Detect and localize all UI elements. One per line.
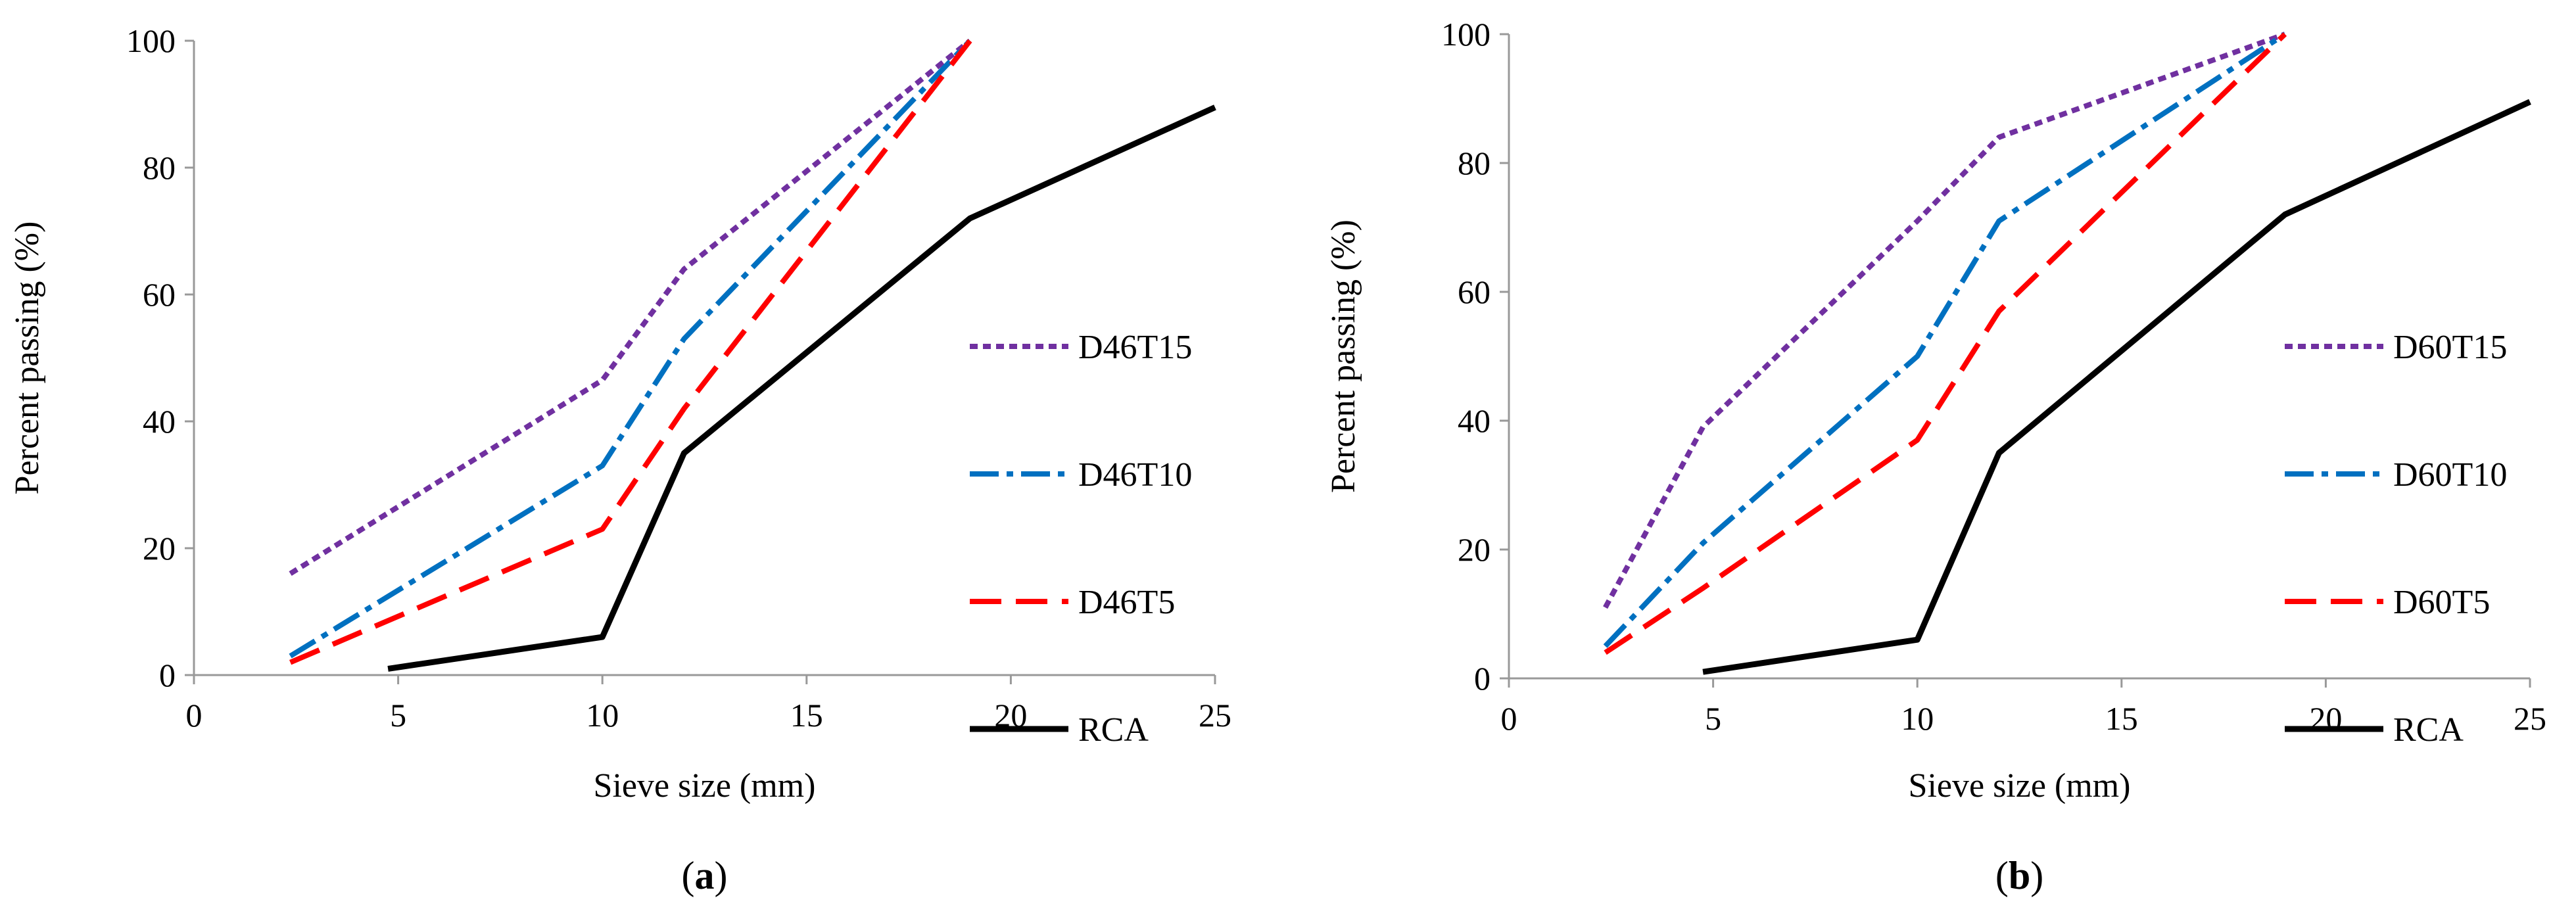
legend: D46T15 D46T10 D46T5 RCA <box>970 329 1192 749</box>
panel-label: (b) <box>1995 854 2043 897</box>
y-tick-label: 40 <box>1458 402 1491 439</box>
legend: D60T15 D60T10 D60T5 RCA <box>2285 329 2507 749</box>
panel-label-letter: b <box>2009 854 2030 897</box>
x-tick-label: 0 <box>186 697 203 734</box>
y-tick-label: 60 <box>1458 273 1491 310</box>
y-tick-label: 0 <box>1474 660 1491 697</box>
legend-label-rca: RCA <box>2393 711 2464 749</box>
legend-label-rca: RCA <box>1078 711 1149 749</box>
panel-label: (a) <box>682 854 728 897</box>
legend-label-d60t10: D60T10 <box>2393 456 2507 494</box>
legend-label-d46t15: D46T15 <box>1078 329 1192 366</box>
y-axis-title: Percent passing (%) <box>1325 220 1362 493</box>
series-line-d60t10 <box>1603 32 2287 648</box>
series-line-d60t5 <box>1604 32 2287 655</box>
y-tick-label: 20 <box>143 530 176 567</box>
panel-label-letter: a <box>695 854 715 897</box>
x-tick-label: 10 <box>586 697 619 734</box>
series-line-d46t10 <box>289 39 972 659</box>
series-line-d46t5 <box>289 39 972 665</box>
y-tick-label: 40 <box>143 403 176 440</box>
panel-label-close: ) <box>2030 854 2043 897</box>
y-tick-label: 100 <box>126 22 176 59</box>
x-tick-label: 10 <box>1901 700 1934 737</box>
x-tick-label: 15 <box>2105 700 2138 737</box>
legend-label-d46t5: D46T5 <box>1078 584 1175 621</box>
legend-label-d46t10: D46T10 <box>1078 456 1192 494</box>
y-tick-label: 60 <box>143 276 176 313</box>
panel-label-open: ( <box>1995 854 2009 897</box>
panel-label-close: ) <box>715 854 728 897</box>
y-tick-label: 100 <box>1441 16 1491 53</box>
y-tick-label: 80 <box>143 149 176 186</box>
x-tick-label: 0 <box>1501 700 1517 737</box>
y-tick-label: 80 <box>1458 145 1491 181</box>
x-axis-title: Sieve size (mm) <box>1909 767 2131 805</box>
legend-label-d60t5: D60T5 <box>2393 584 2490 621</box>
y-tick-label: 0 <box>159 657 176 693</box>
y-axis-title: Percent passing (%) <box>9 222 46 495</box>
series-line-d60t15 <box>1603 32 2286 609</box>
series-line-rca <box>1702 99 2531 675</box>
legend-label-d60t15: D60T15 <box>2393 329 2507 366</box>
y-tick-label: 20 <box>1458 531 1491 568</box>
x-axis-title: Sieve size (mm) <box>594 767 816 805</box>
x-tick-label: 25 <box>2514 700 2546 737</box>
x-tick-label: 25 <box>1199 697 1231 734</box>
panel-label-open: ( <box>682 854 695 897</box>
x-tick-label: 5 <box>1705 700 1721 737</box>
series-line-rca <box>387 105 1216 672</box>
x-tick-label: 15 <box>790 697 823 734</box>
x-tick-label: 5 <box>390 697 406 734</box>
series-line-d46t15 <box>289 38 972 576</box>
